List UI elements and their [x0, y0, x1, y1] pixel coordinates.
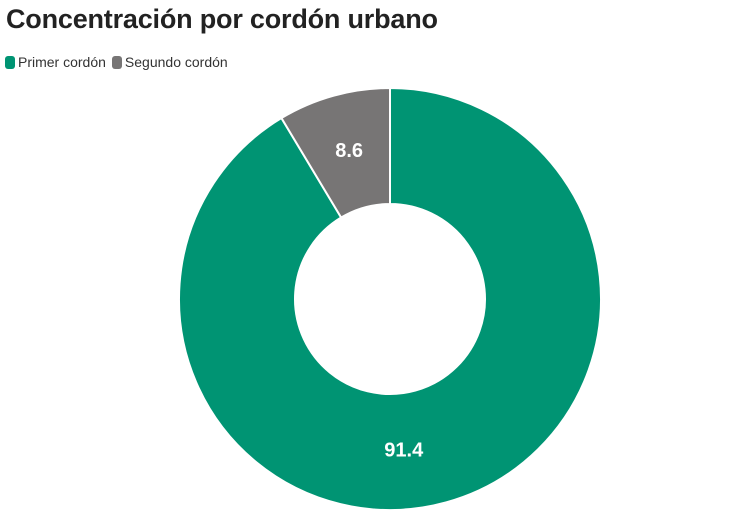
legend-item-segundo-cordon[interactable]: Segundo cordón	[111, 54, 228, 70]
legend: Primer cordón Segundo cordón	[5, 54, 228, 70]
legend-item-primer-cordon[interactable]: Primer cordón	[5, 54, 106, 70]
legend-swatch-primer-cordon	[5, 55, 15, 69]
slice-label-segundo-cord-n: 8.6	[335, 140, 363, 162]
donut-labels: 91.4 8.6	[335, 140, 424, 462]
slice-label-primer-cord-n: 91.4	[384, 440, 424, 462]
legend-swatch-segundo-cordon	[111, 55, 122, 69]
slice-primer-cord-n[interactable]	[178, 86, 602, 511]
slice-segundo-cord-n[interactable]	[280, 86, 391, 219]
legend-label-segundo-cordon: Segundo cordón	[124, 54, 228, 70]
chart-title: Concentración por cordón urbano	[6, 4, 438, 34]
donut-slices	[178, 86, 602, 511]
legend-label-primer-cordon: Primer cordón	[18, 54, 106, 70]
